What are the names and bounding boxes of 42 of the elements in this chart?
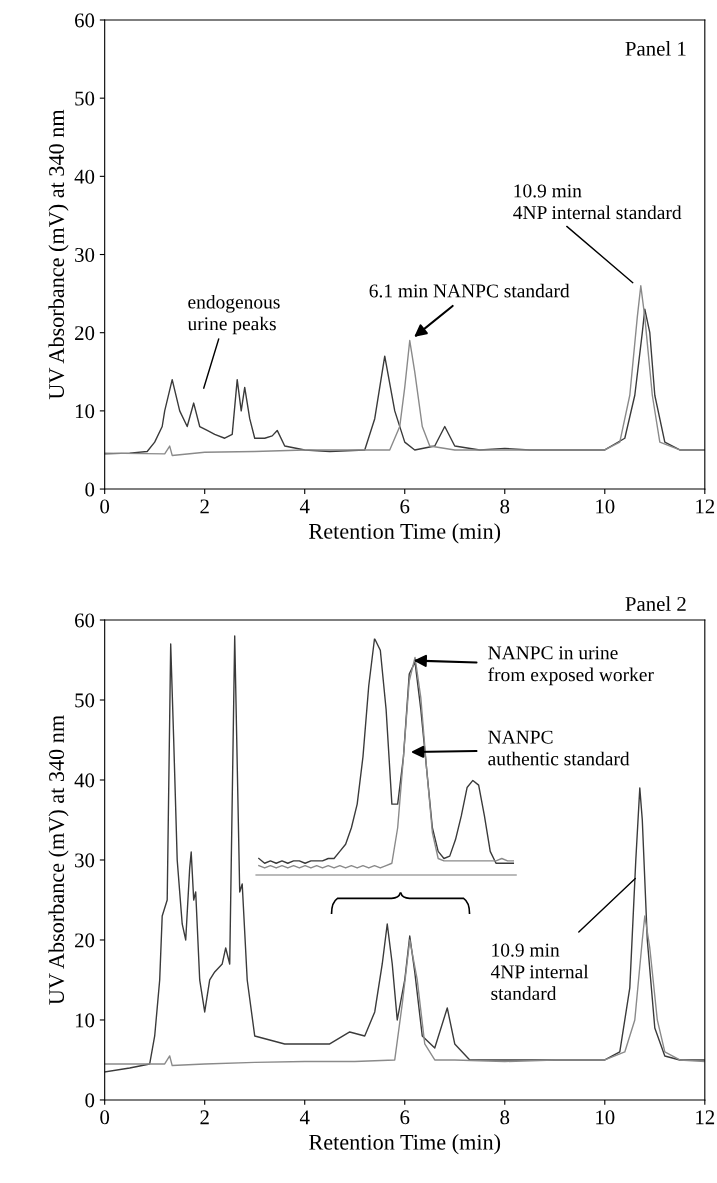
y-tick-label: 50 <box>75 693 95 708</box>
x-tick-label: 4 <box>299 499 310 514</box>
y-tick-label: 30 <box>75 853 95 868</box>
y-tick-label: 50 <box>75 91 95 106</box>
x-tick-label: 8 <box>500 499 510 514</box>
y-tick-label: 40 <box>74 169 95 184</box>
y-tick-label: 60 <box>75 13 95 28</box>
y-tick-label: 20 <box>75 933 95 948</box>
y-tick-label: 0 <box>85 482 95 497</box>
x-tick-label: 10 <box>596 1110 615 1125</box>
y-tick-label: 20 <box>75 326 95 341</box>
x-tick-label: 0 <box>100 499 110 514</box>
x-tick-label: 12 <box>696 1110 715 1125</box>
x-tick-label: 2 <box>200 499 209 514</box>
text: Panel 2 <box>625 596 686 611</box>
x-tick-label: 6 <box>400 499 410 514</box>
y-tick-label: 60 <box>75 613 95 628</box>
annotation: NANPC authentic standard <box>488 730 630 766</box>
x-axis-title: Retention Time (min) <box>309 1134 501 1155</box>
x-tick-label: 0 <box>100 1110 110 1125</box>
x-tick-label: 4 <box>299 1110 310 1125</box>
x-tick-label: 10 <box>596 499 615 514</box>
y-tick-label: 0 <box>85 1093 95 1108</box>
line-series <box>104 915 705 1067</box>
line-series <box>104 635 705 1073</box>
x-tick-label: 12 <box>696 499 715 514</box>
x-tick-label: 8 <box>500 1110 510 1125</box>
y-axis-title: UV Absorbance (mV) at 340 nm <box>48 715 69 1005</box>
annotation: endogenous urine peaks <box>187 294 280 335</box>
y-tick-label: 30 <box>75 247 95 262</box>
annotation: 6.1 min NANPC standard <box>369 283 570 298</box>
annotation: NANPC in urine from exposed worker <box>488 646 654 686</box>
annotation: Panel 1 <box>625 41 686 56</box>
x-axis-title: Retention Time (min) <box>309 523 501 544</box>
x-tick-label: 2 <box>200 1110 209 1125</box>
y-tick-label: 10 <box>75 1013 95 1028</box>
y-axis-title: UV Absorbance (mV) at 340 nm <box>48 109 69 400</box>
y-tick-label: 10 <box>75 404 95 419</box>
annotation: 10.9 min 4NP internal standard <box>513 184 682 220</box>
x-tick-label: 6 <box>400 1110 410 1125</box>
y-tick-label: 40 <box>74 773 95 788</box>
annotation: 10.9 min 4NP internal standard <box>490 943 589 1001</box>
